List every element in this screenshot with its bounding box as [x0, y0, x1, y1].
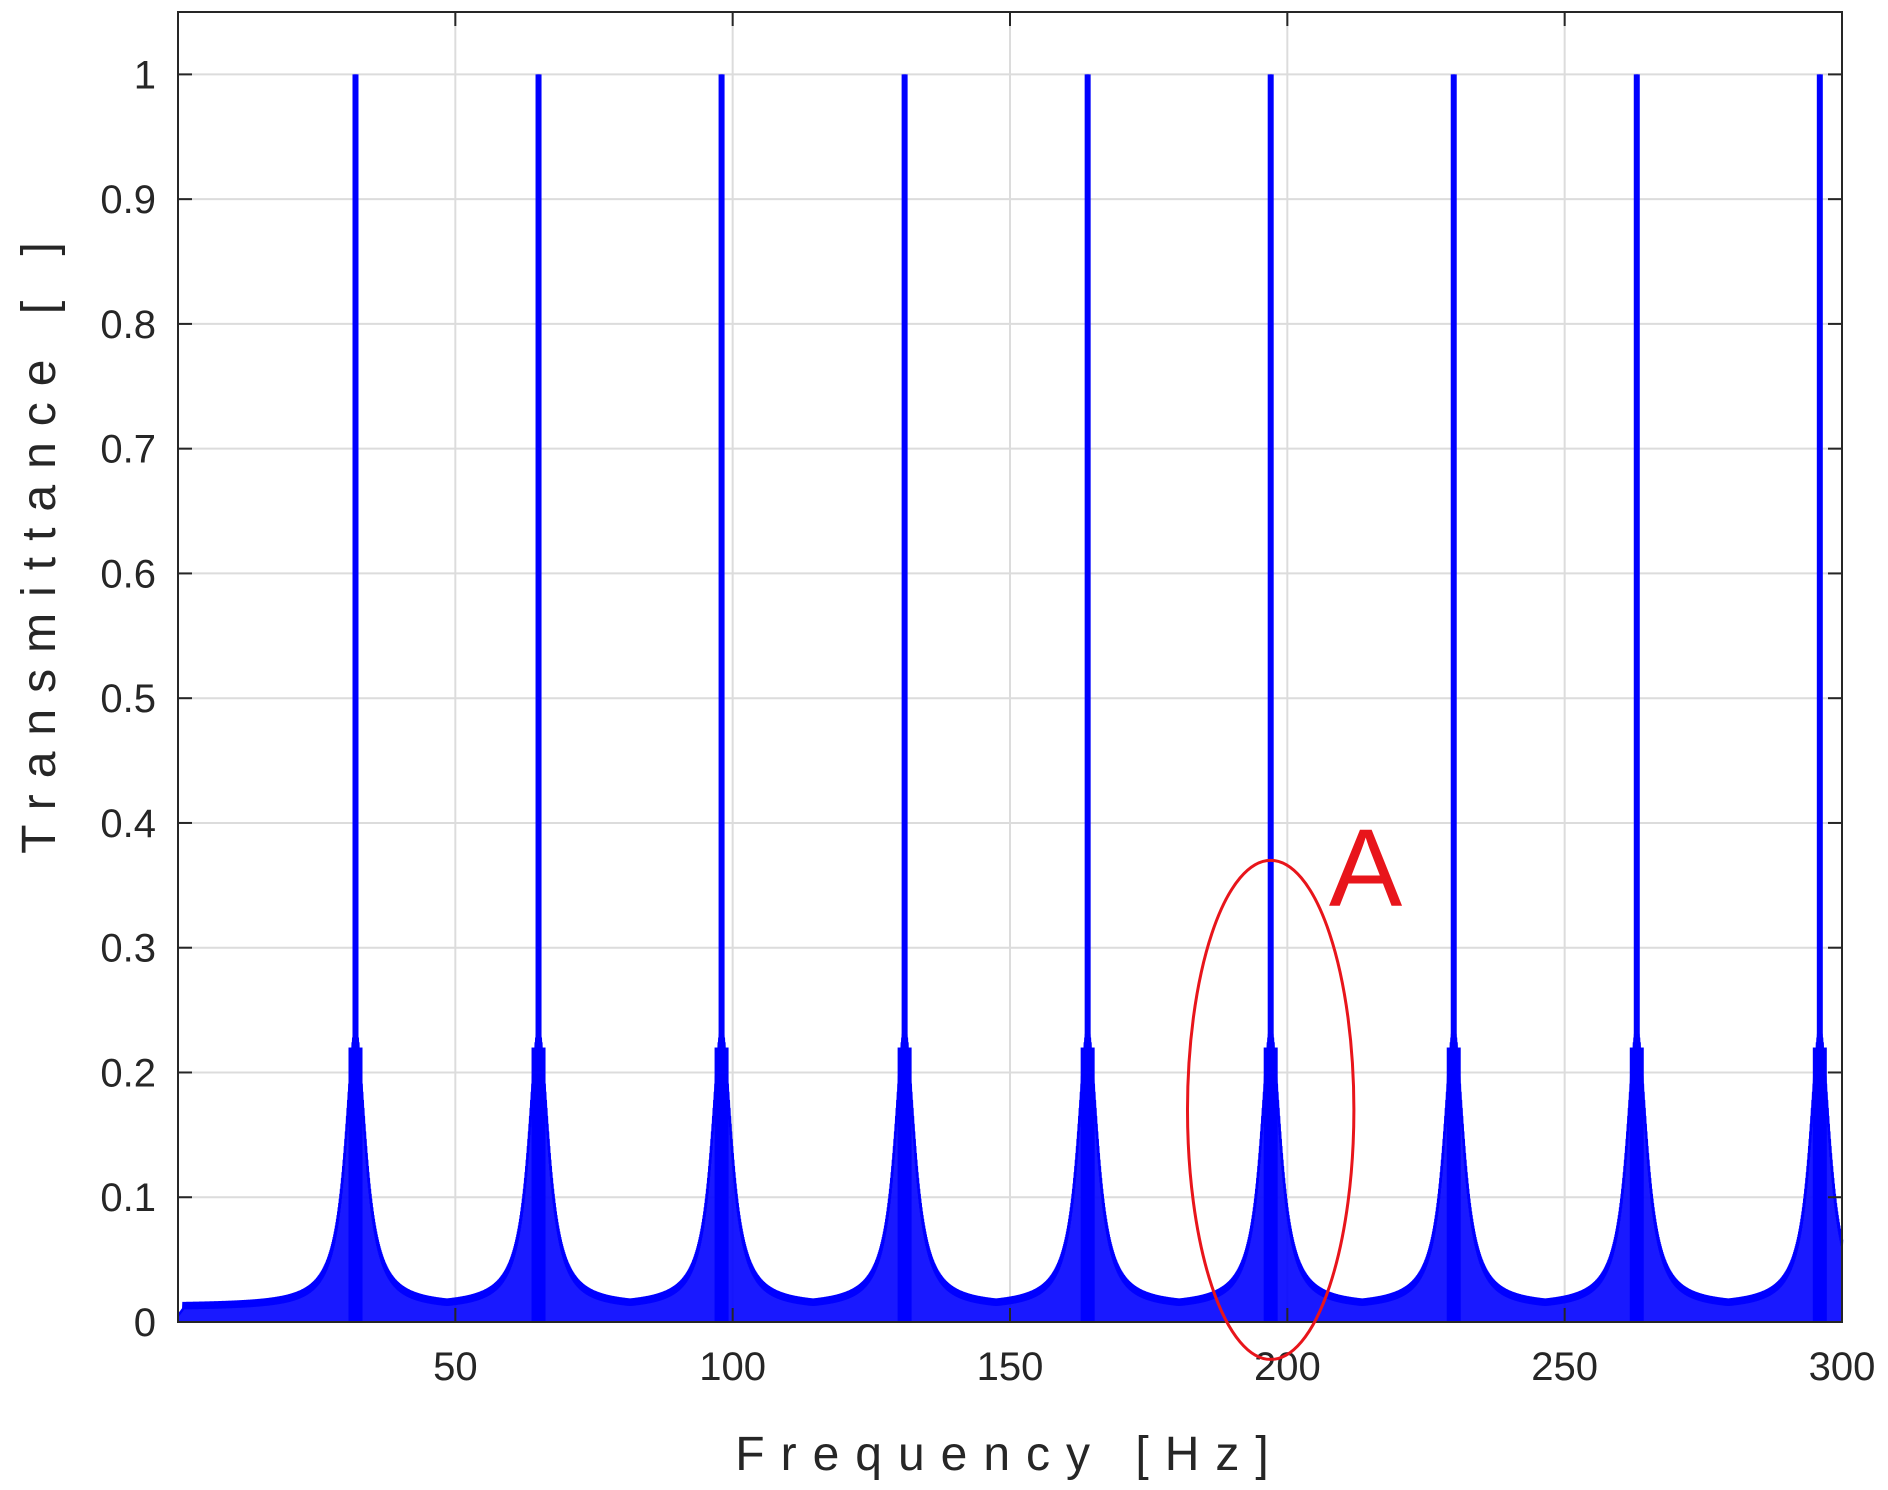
x-tick-label: 200 [1254, 1345, 1321, 1389]
annotations: A [1185, 806, 1403, 1361]
annotation-ellipse [1185, 858, 1356, 1361]
y-tick-label: 0.8 [100, 303, 156, 347]
y-tick-label: 0.2 [100, 1051, 156, 1095]
x-tick-label: 50 [433, 1345, 478, 1389]
y-tick-label: 0.3 [100, 927, 156, 971]
y-tick-label: 0.4 [100, 802, 156, 846]
y-tick-label: 0.1 [100, 1176, 156, 1220]
y-tick-label: 0 [134, 1301, 156, 1345]
series-line [177, 74, 1844, 1317]
y-tick-label: 0.9 [100, 178, 156, 222]
x-axis-label: Frequency [Hz] [735, 1428, 1284, 1481]
peak-shoulder-8 [1629, 1047, 1644, 1322]
peak-shoulder-5 [1080, 1047, 1095, 1322]
axes [177, 11, 1843, 1323]
y-axis-label: Transmittance [ ] [13, 226, 66, 854]
annotation-label: A [1329, 806, 1403, 929]
peak-shoulder-4 [897, 1047, 912, 1322]
x-tick-label: 250 [1531, 1345, 1598, 1389]
peak-shoulder-9 [1812, 1047, 1827, 1322]
grid [178, 12, 1843, 1323]
y-tick-label: 0.5 [100, 677, 156, 721]
peak-shoulder-2 [531, 1047, 546, 1322]
peak-shoulder-6 [1263, 1047, 1278, 1322]
peak-shoulder-7 [1446, 1047, 1461, 1322]
x-tick-label: 150 [977, 1345, 1044, 1389]
x-tick-label: 100 [699, 1345, 766, 1389]
y-tick-label: 0.6 [100, 552, 156, 596]
series-group [177, 74, 1844, 1322]
y-tick-label: 1 [134, 53, 156, 97]
peak-shoulder-3 [714, 1047, 729, 1322]
peak-shoulder-1 [348, 1047, 363, 1322]
x-tick-label: 300 [1809, 1345, 1876, 1389]
y-tick-label: 0.7 [100, 428, 156, 472]
series-area [178, 74, 1842, 1322]
tick-labels: 50 100 150 200 250 300 0 0.1 0.2 0.3 0.4 0.5 0.6 0.7 0… [100, 53, 1875, 1389]
